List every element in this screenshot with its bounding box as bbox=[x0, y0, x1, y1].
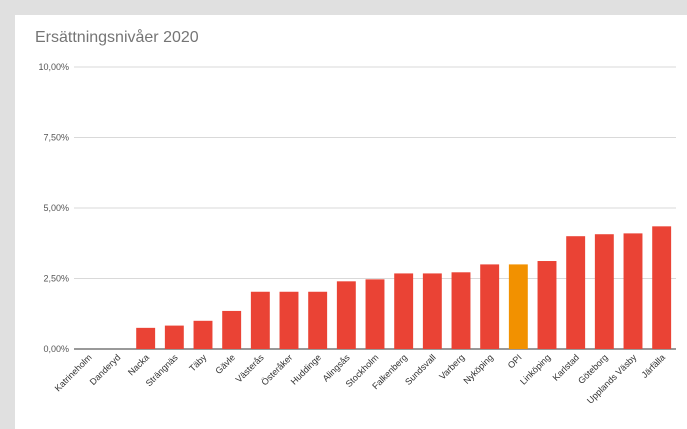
bar bbox=[222, 310, 242, 349]
bar bbox=[623, 233, 643, 349]
x-tick-label: Nyköping bbox=[461, 352, 495, 386]
y-tick-label: 2,50% bbox=[43, 274, 69, 284]
bar bbox=[508, 264, 528, 349]
x-tick-label: OPI bbox=[506, 352, 524, 370]
bar bbox=[566, 236, 586, 349]
bar bbox=[164, 325, 184, 349]
bar-chart: 0,00% 2,50% 5,00% 7,50% 10,00% KatrineholmDan… bbox=[38, 62, 676, 406]
y-tick-label: 7,50% bbox=[43, 133, 69, 143]
bar bbox=[537, 261, 557, 349]
chart-title: Ersättningsnivåer 2020 bbox=[35, 29, 199, 46]
x-tick-label: Upplands Väsby bbox=[585, 352, 639, 406]
bar bbox=[422, 273, 442, 349]
x-tick-label: Täby bbox=[187, 352, 209, 374]
chart-card: Ersättningsnivåer 2020 0,00% 2,50% 5,00% 7,… bbox=[15, 15, 687, 429]
y-tick-label: 5,00% bbox=[43, 203, 69, 213]
bar bbox=[451, 272, 471, 349]
x-tick-label: Österåker bbox=[259, 352, 294, 387]
bar bbox=[394, 273, 414, 349]
x-tick-label: Huddinge bbox=[289, 352, 323, 386]
bar bbox=[365, 279, 385, 349]
x-tick-label: Katrineholm bbox=[53, 352, 94, 393]
x-tick-label: Järfälla bbox=[639, 352, 667, 380]
x-tick-label: Sundsvall bbox=[403, 352, 438, 387]
bar bbox=[336, 281, 356, 349]
bar bbox=[480, 264, 500, 349]
y-tick-label: 10,00% bbox=[38, 62, 69, 72]
bar bbox=[136, 327, 156, 349]
x-tick-label: Gävle bbox=[213, 352, 237, 376]
x-tick-label: Danderyd bbox=[88, 352, 123, 387]
y-tick-label: 0,00% bbox=[43, 344, 69, 354]
bar bbox=[652, 226, 672, 349]
bar bbox=[193, 320, 213, 349]
x-tick-label: Linköping bbox=[518, 352, 552, 386]
bar bbox=[279, 291, 299, 349]
bar bbox=[250, 291, 270, 349]
bar bbox=[308, 291, 328, 349]
x-tick-label: Nacka bbox=[126, 352, 151, 377]
bar bbox=[594, 234, 614, 349]
